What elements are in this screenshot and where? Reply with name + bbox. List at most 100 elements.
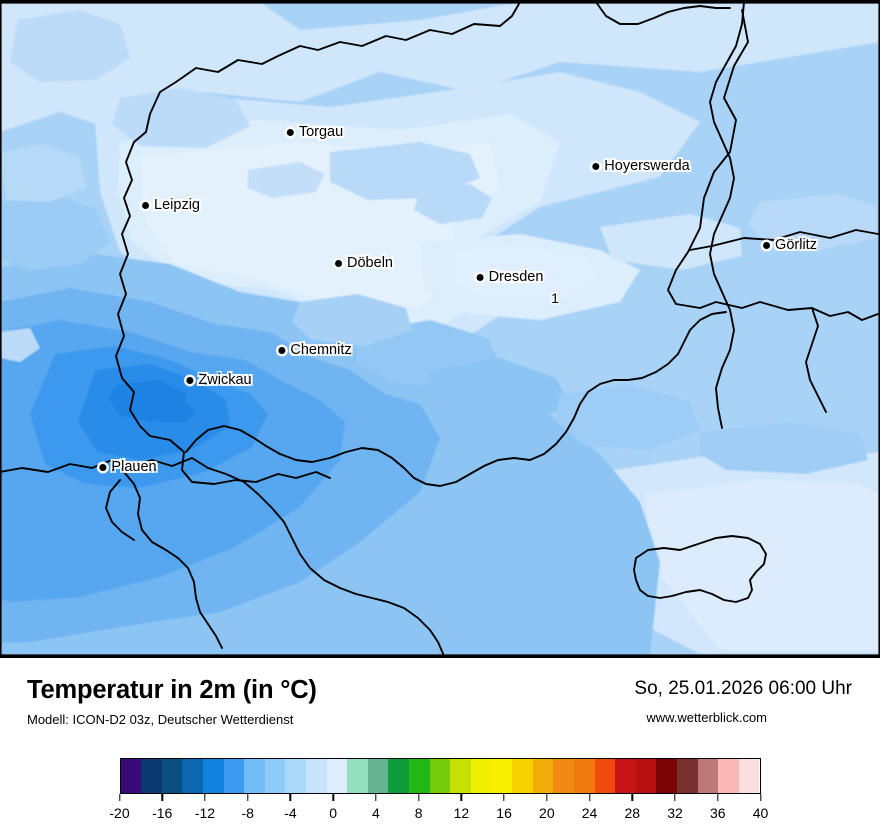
website-label: www.wetterblick.com bbox=[646, 710, 767, 725]
colorbar-swatch bbox=[244, 759, 265, 793]
colorbar-swatch bbox=[429, 759, 451, 793]
city-marker[interactable]: Hoyerswerda bbox=[592, 158, 690, 174]
colorbar-swatch bbox=[388, 759, 410, 793]
city-dot-icon bbox=[142, 201, 150, 209]
colorbar-tick bbox=[674, 794, 676, 801]
colorbar-tick bbox=[204, 794, 206, 801]
colorbar-tick bbox=[503, 794, 505, 801]
colorbar-swatch bbox=[594, 759, 616, 793]
valid-datetime: So, 25.01.2026 06:00 Uhr bbox=[634, 678, 852, 699]
colorbar-tick-label: -20 bbox=[109, 805, 130, 821]
colorbar-tick-label: -16 bbox=[152, 805, 173, 821]
city-marker[interactable]: Torgau bbox=[286, 124, 344, 140]
colorbar-swatch bbox=[450, 759, 471, 793]
city-marker[interactable]: Dresden bbox=[476, 269, 544, 285]
colorbar-swatch bbox=[326, 759, 348, 793]
colorbar-ticks bbox=[118, 794, 762, 802]
city-marker[interactable]: Görlitz bbox=[763, 237, 817, 253]
city-dot-icon bbox=[592, 162, 600, 170]
city-marker[interactable]: Leipzig bbox=[142, 197, 200, 213]
city-dot-icon bbox=[476, 273, 484, 281]
city-marker[interactable]: Zwickau bbox=[186, 372, 252, 388]
colorbar-tick bbox=[375, 794, 377, 801]
colorbar-swatch bbox=[120, 759, 142, 793]
colorbar-swatch bbox=[202, 759, 224, 793]
colorbar-swatch bbox=[470, 759, 492, 793]
city-label: Hoyerswerda bbox=[604, 158, 690, 174]
colorbar-tick-label: 32 bbox=[667, 805, 683, 821]
colorbar-tick-label: 4 bbox=[371, 805, 380, 821]
city-marker[interactable]: Chemnitz bbox=[278, 342, 352, 358]
colorbar-tick bbox=[161, 794, 163, 801]
colorbar-tick-label: 16 bbox=[496, 805, 512, 821]
colorbar-swatch bbox=[409, 759, 430, 793]
model-subtitle: Modell: ICON-D2 03z, Deutscher Wetterdie… bbox=[27, 712, 294, 727]
colorbar-tick bbox=[460, 794, 463, 801]
city-label: Döbeln bbox=[347, 255, 393, 271]
colorbar-swatch bbox=[635, 759, 657, 793]
colorbar-tick-label: 24 bbox=[581, 805, 598, 821]
date-block: So, 25.01.2026 06:00 Uhr www.wetterblick… bbox=[432, 678, 852, 725]
colorbar-swatch bbox=[182, 759, 203, 793]
colorbar-swatch bbox=[141, 759, 162, 793]
colorbar-tick bbox=[759, 794, 762, 801]
city-marker[interactable]: Döbeln bbox=[335, 255, 393, 271]
colorbar-legend: -20 -16 -12 -8 -4 0 4 8 12 16 20 24 28 32 36 40 bbox=[0, 758, 880, 825]
city-label: Dresden bbox=[488, 269, 544, 285]
colorbar-swatch bbox=[367, 759, 389, 793]
colorbar-swatch bbox=[532, 759, 554, 793]
colorbar-tick-label: -8 bbox=[241, 805, 254, 821]
colorbar-tick-label: 0 bbox=[329, 805, 338, 821]
city-dot-icon bbox=[335, 259, 343, 267]
colorbar-swatch bbox=[553, 759, 574, 793]
colorbar-swatch bbox=[491, 759, 513, 793]
administrative-borders bbox=[0, 2, 879, 656]
title-block: Temperatur in 2m (in °C) Modell: ICON-D2… bbox=[27, 676, 317, 727]
city-label: Chemnitz bbox=[290, 342, 352, 358]
colorbar-swatches[interactable] bbox=[119, 758, 761, 794]
map-raster-canvas bbox=[0, 2, 880, 656]
city-label: Plauen bbox=[111, 459, 157, 475]
colorbar-swatch bbox=[512, 759, 533, 793]
city-label: Görlitz bbox=[775, 237, 817, 253]
city-temperature-value: 1 bbox=[551, 290, 559, 306]
colorbar-tick-label: -12 bbox=[194, 805, 216, 821]
colorbar-swatch bbox=[676, 759, 698, 793]
colorbar-tick-label: 40 bbox=[752, 805, 769, 821]
colorbar-swatch bbox=[264, 759, 286, 793]
colorbar-tick-labels: -20 -16 -12 -8 -4 0 4 8 12 16 20 24 28 32 36 40 bbox=[109, 805, 768, 825]
city-dot-icon bbox=[278, 346, 286, 354]
city-dot-icon bbox=[286, 128, 294, 136]
colorbar-tick-label: 8 bbox=[414, 805, 423, 821]
colorbar-tick bbox=[118, 794, 121, 801]
colorbar-tick bbox=[546, 794, 548, 801]
colorbar-swatch bbox=[347, 759, 368, 793]
colorbar-tick bbox=[289, 794, 292, 801]
colorbar-swatch bbox=[615, 759, 636, 793]
colorbar-tick bbox=[332, 794, 334, 801]
colorbar-swatch bbox=[738, 759, 760, 793]
colorbar-swatch bbox=[718, 759, 739, 793]
city-dot-icon bbox=[99, 463, 107, 471]
colorbar-tick bbox=[417, 794, 420, 801]
colorbar-swatch bbox=[656, 759, 677, 793]
colorbar-swatch bbox=[305, 759, 327, 793]
colorbar-tick-label: 28 bbox=[624, 805, 641, 821]
temperature-map[interactable]: Torgau Hoyerswerda Leipzig Görlitz Döbeln Dre… bbox=[0, 0, 880, 658]
colorbar-tick-label: 20 bbox=[539, 805, 555, 821]
colorbar-swatch bbox=[573, 759, 595, 793]
city-label: Leipzig bbox=[154, 197, 200, 213]
city-label: Zwickau bbox=[198, 372, 252, 388]
colorbar-tick bbox=[717, 794, 719, 801]
colorbar-tick-label: 12 bbox=[453, 805, 470, 821]
colorbar-tick bbox=[588, 794, 591, 801]
colorbar-swatch bbox=[161, 759, 183, 793]
page-title: Temperatur in 2m (in °C) bbox=[27, 676, 317, 704]
colorbar-tick bbox=[246, 794, 249, 801]
city-label: Torgau bbox=[298, 124, 344, 140]
map-footer: Temperatur in 2m (in °C) Modell: ICON-D2… bbox=[0, 658, 880, 830]
colorbar-swatch bbox=[223, 759, 245, 793]
colorbar-tick-label: -4 bbox=[284, 805, 297, 821]
city-marker[interactable]: Plauen bbox=[99, 459, 157, 475]
